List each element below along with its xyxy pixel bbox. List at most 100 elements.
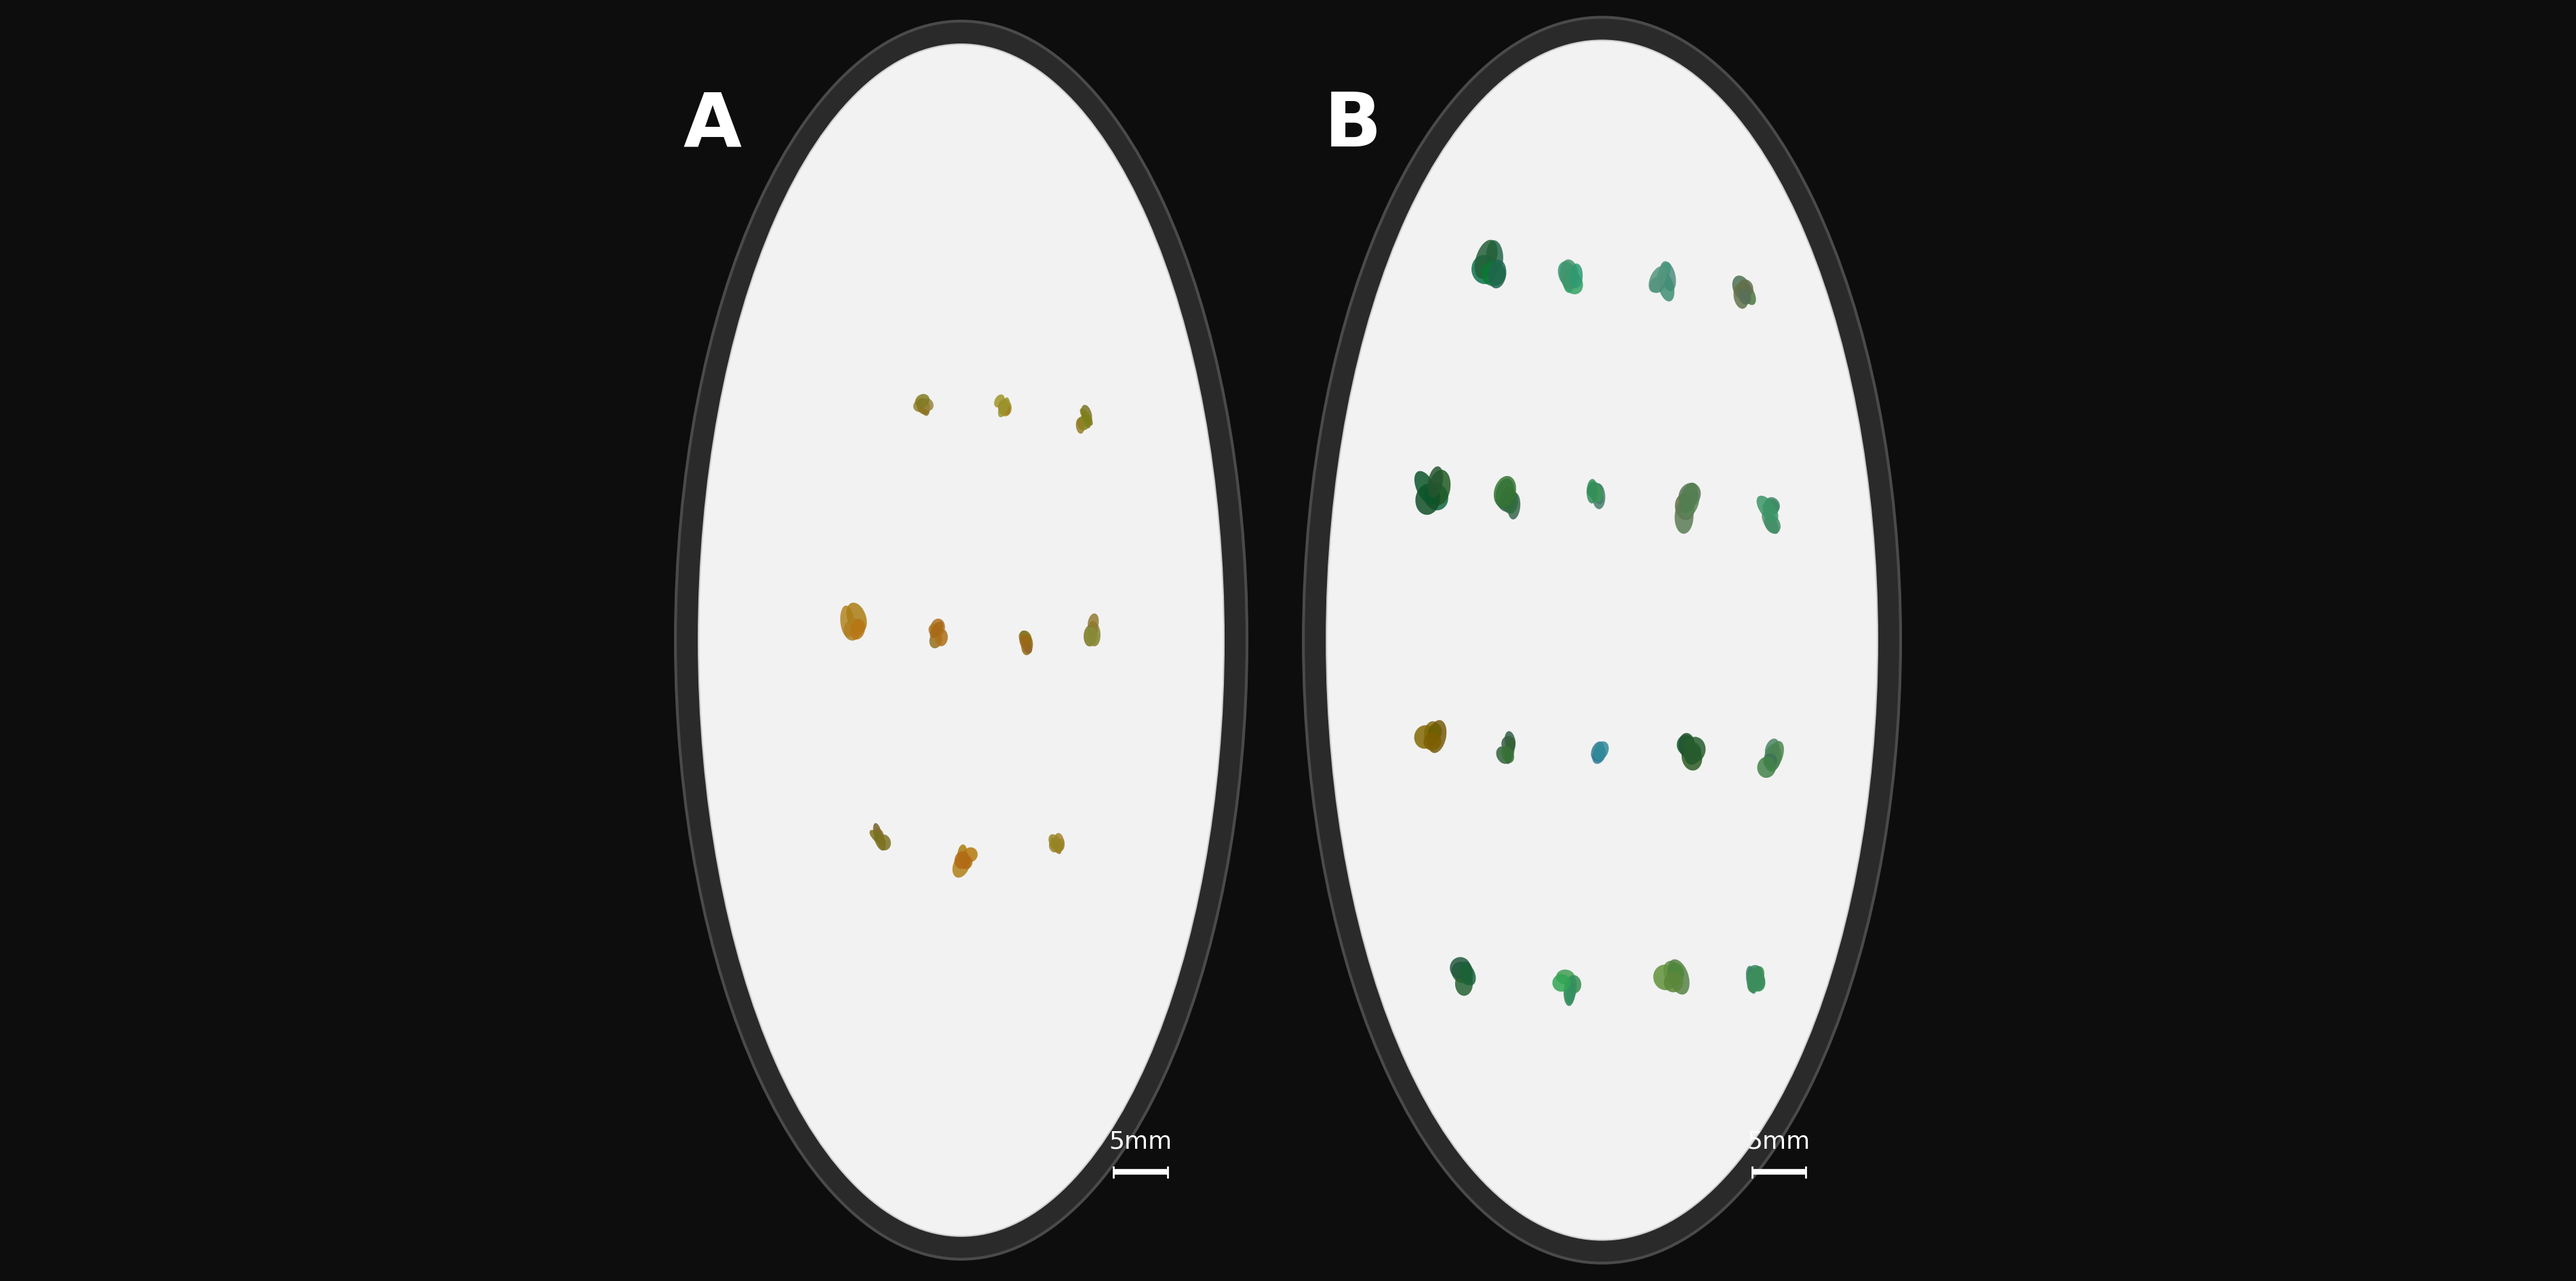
Ellipse shape — [1685, 743, 1700, 765]
Ellipse shape — [1499, 494, 1515, 512]
Ellipse shape — [1087, 623, 1100, 647]
Ellipse shape — [1048, 834, 1061, 852]
Ellipse shape — [956, 852, 969, 870]
Ellipse shape — [1020, 632, 1033, 648]
Ellipse shape — [848, 603, 868, 633]
Ellipse shape — [1592, 484, 1605, 510]
Ellipse shape — [1303, 18, 1901, 1263]
Ellipse shape — [1667, 959, 1690, 995]
Ellipse shape — [997, 401, 1010, 414]
Ellipse shape — [842, 620, 860, 640]
Ellipse shape — [1051, 838, 1061, 854]
Ellipse shape — [961, 856, 971, 870]
Ellipse shape — [1497, 479, 1515, 509]
Ellipse shape — [1020, 635, 1028, 649]
Ellipse shape — [930, 632, 943, 648]
Ellipse shape — [1592, 749, 1605, 762]
Ellipse shape — [1077, 416, 1090, 430]
Ellipse shape — [1649, 278, 1664, 293]
Ellipse shape — [1471, 255, 1497, 284]
Ellipse shape — [953, 853, 971, 877]
Ellipse shape — [930, 619, 945, 637]
Ellipse shape — [1747, 966, 1757, 994]
Ellipse shape — [999, 400, 1012, 416]
Ellipse shape — [1425, 483, 1448, 511]
Ellipse shape — [927, 624, 940, 637]
Ellipse shape — [1765, 497, 1780, 514]
Ellipse shape — [1461, 962, 1473, 985]
Ellipse shape — [1569, 264, 1582, 290]
Ellipse shape — [935, 629, 948, 647]
Ellipse shape — [1327, 41, 1878, 1240]
Ellipse shape — [873, 829, 884, 840]
Ellipse shape — [1553, 975, 1571, 991]
Ellipse shape — [930, 621, 943, 638]
Ellipse shape — [1414, 484, 1440, 515]
Ellipse shape — [1002, 405, 1010, 415]
Text: 5mm: 5mm — [1747, 1130, 1811, 1153]
Ellipse shape — [1489, 260, 1507, 290]
Ellipse shape — [963, 848, 979, 862]
Ellipse shape — [1757, 757, 1775, 778]
Ellipse shape — [1450, 957, 1471, 979]
Ellipse shape — [1656, 263, 1672, 284]
Ellipse shape — [1087, 614, 1100, 633]
Ellipse shape — [1765, 739, 1780, 760]
Ellipse shape — [840, 606, 855, 638]
Ellipse shape — [1595, 742, 1610, 761]
Ellipse shape — [675, 22, 1247, 1259]
Ellipse shape — [1734, 284, 1749, 309]
Ellipse shape — [1087, 621, 1097, 639]
Ellipse shape — [914, 400, 930, 412]
Ellipse shape — [1680, 733, 1695, 758]
Ellipse shape — [1048, 840, 1059, 853]
Ellipse shape — [1589, 483, 1602, 505]
Ellipse shape — [1425, 733, 1443, 751]
Ellipse shape — [1765, 744, 1783, 772]
Ellipse shape — [1502, 737, 1515, 752]
Ellipse shape — [1084, 625, 1095, 647]
Ellipse shape — [1739, 290, 1752, 305]
Ellipse shape — [1473, 241, 1497, 279]
Ellipse shape — [1566, 975, 1582, 994]
Ellipse shape — [1664, 961, 1682, 986]
Ellipse shape — [1564, 977, 1574, 1006]
Ellipse shape — [922, 398, 933, 411]
Ellipse shape — [1564, 268, 1577, 293]
Ellipse shape — [1649, 266, 1667, 293]
Text: 5mm: 5mm — [1110, 1130, 1172, 1153]
Ellipse shape — [1507, 493, 1520, 520]
Ellipse shape — [1741, 284, 1757, 306]
Ellipse shape — [1654, 965, 1677, 990]
Ellipse shape — [1502, 487, 1517, 514]
Ellipse shape — [1587, 479, 1597, 503]
Ellipse shape — [873, 831, 886, 851]
Ellipse shape — [1767, 742, 1785, 771]
Ellipse shape — [878, 835, 891, 851]
Ellipse shape — [1430, 470, 1450, 506]
Ellipse shape — [1592, 742, 1605, 761]
Ellipse shape — [1682, 744, 1703, 771]
Ellipse shape — [1685, 737, 1705, 762]
Ellipse shape — [1427, 724, 1443, 742]
Ellipse shape — [1414, 725, 1435, 749]
Ellipse shape — [1659, 261, 1677, 292]
Ellipse shape — [1425, 721, 1440, 746]
Ellipse shape — [850, 619, 866, 640]
Ellipse shape — [1747, 966, 1765, 993]
Ellipse shape — [994, 395, 1005, 407]
Ellipse shape — [1561, 260, 1579, 290]
Ellipse shape — [1664, 972, 1682, 993]
Ellipse shape — [1023, 643, 1033, 653]
Ellipse shape — [920, 398, 930, 416]
Ellipse shape — [1680, 483, 1700, 509]
Ellipse shape — [850, 619, 863, 635]
Ellipse shape — [1747, 970, 1765, 990]
Ellipse shape — [1020, 635, 1033, 656]
Ellipse shape — [1587, 483, 1602, 498]
Ellipse shape — [1458, 962, 1476, 985]
Ellipse shape — [1082, 414, 1090, 429]
Ellipse shape — [1427, 720, 1448, 753]
Ellipse shape — [1659, 273, 1674, 302]
Ellipse shape — [1504, 738, 1515, 765]
